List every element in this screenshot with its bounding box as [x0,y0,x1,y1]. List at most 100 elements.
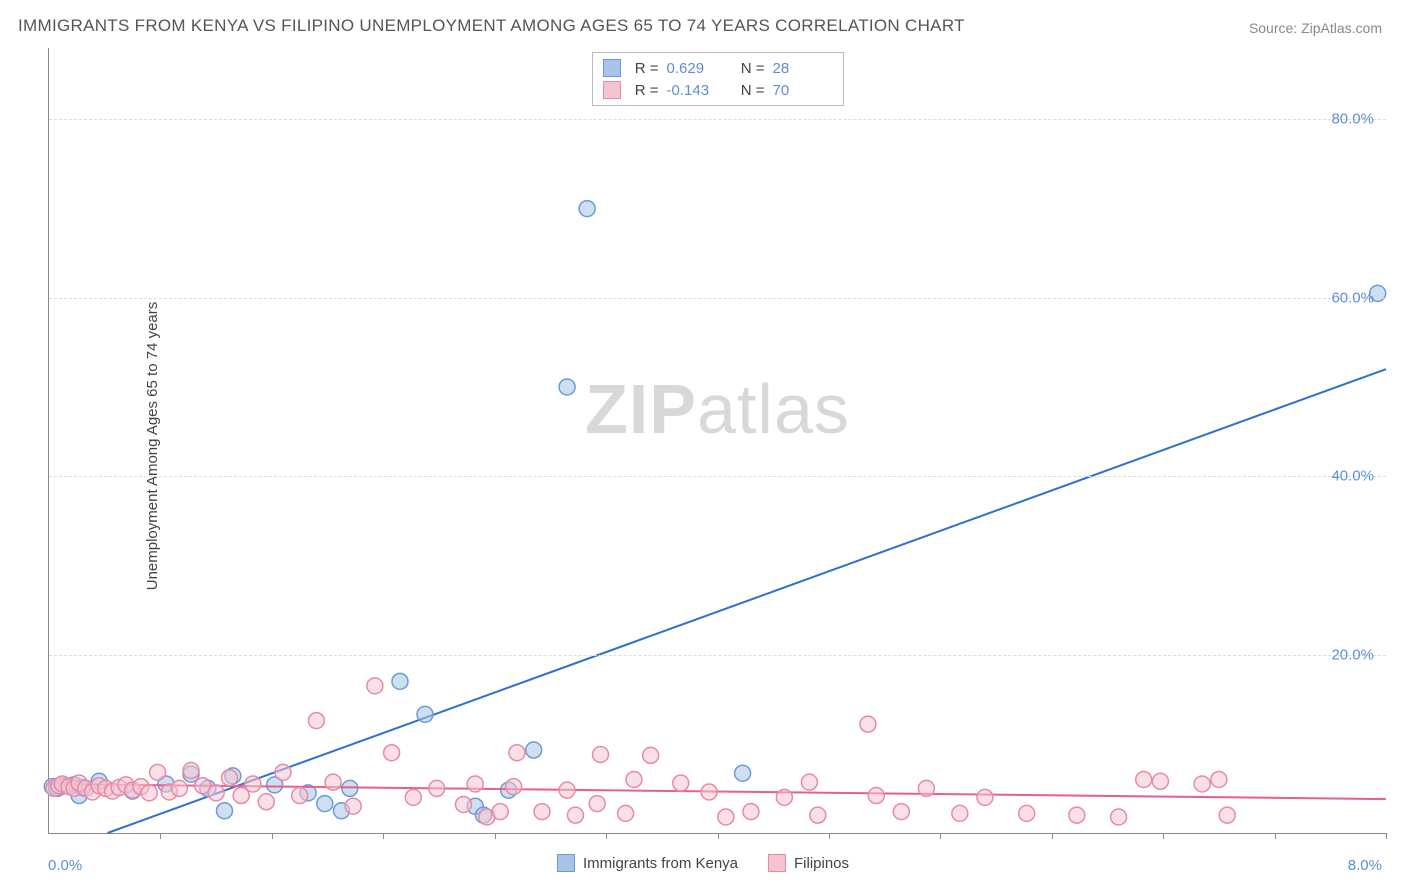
x-tick [829,833,830,839]
stats-legend-box: R =0.629N =28R =-0.143N =70 [592,52,844,106]
stats-n-label: N = [735,82,765,99]
data-point [893,804,909,820]
data-point [171,780,187,796]
data-point [150,764,166,780]
data-point [509,745,525,761]
data-point [455,796,471,812]
data-point [801,774,817,790]
data-point [392,673,408,689]
data-point [559,379,575,395]
data-point [325,774,341,790]
data-point [593,747,609,763]
stats-swatch [603,59,621,77]
data-point [1211,771,1227,787]
y-tick-label: 40.0% [1331,468,1374,485]
data-point [567,807,583,823]
data-point [1194,776,1210,792]
gridline [49,655,1386,656]
y-tick-label: 60.0% [1331,289,1374,306]
data-point [526,742,542,758]
data-point [918,780,934,796]
stats-r-value: 0.629 [667,60,727,77]
data-point [776,789,792,805]
data-point [977,789,993,805]
data-point [405,789,421,805]
data-point [559,782,575,798]
x-axis-max-label: 8.0% [1348,857,1382,874]
data-point [868,788,884,804]
stats-n-value: 70 [773,82,833,99]
data-point [1069,807,1085,823]
legend-item-filipinos: Filipinos [768,854,849,872]
data-point [643,747,659,763]
data-point [417,706,433,722]
data-point [618,805,634,821]
chart-svg [49,48,1386,833]
chart-title: IMMIGRANTS FROM KENYA VS FILIPINO UNEMPL… [18,16,965,36]
data-point [718,809,734,825]
data-point [673,775,689,791]
legend-item-kenya: Immigrants from Kenya [557,854,738,872]
stats-n-label: N = [735,60,765,77]
stats-r-value: -0.143 [667,82,727,99]
x-tick [383,833,384,839]
data-point [429,780,445,796]
data-point [258,794,274,810]
data-point [735,765,751,781]
data-point [292,788,308,804]
data-point [589,796,605,812]
x-tick [1163,833,1164,839]
data-point [467,776,483,792]
x-tick [606,833,607,839]
data-point [1019,805,1035,821]
gridline [49,119,1386,120]
data-point [534,804,550,820]
bottom-legend: Immigrants from Kenya Filipinos [557,854,849,872]
data-point [506,779,522,795]
plot-area: ZIPatlas R =0.629N =28R =-0.143N =70 20.… [48,48,1386,834]
stats-r-label: R = [629,82,659,99]
data-point [1152,773,1168,789]
swatch-filipinos [768,854,786,872]
data-point [1219,807,1235,823]
x-axis-min-label: 0.0% [48,857,82,874]
data-point [216,803,232,819]
x-tick [160,833,161,839]
data-point [317,796,333,812]
gridline [49,298,1386,299]
trend-line [107,369,1386,833]
legend-label-filipinos: Filipinos [794,855,849,872]
stats-row: R = -0.143 N = 70 [603,79,833,101]
data-point [626,771,642,787]
data-point [1136,771,1152,787]
stats-row: R =0.629N =28 [603,57,833,79]
data-point [743,804,759,820]
data-point [367,678,383,694]
data-point [245,776,261,792]
source-label: Source: ZipAtlas.com [1249,20,1382,36]
data-point [183,763,199,779]
data-point [860,716,876,732]
y-tick-label: 80.0% [1331,111,1374,128]
x-tick [1275,833,1276,839]
data-point [141,785,157,801]
data-point [221,770,237,786]
x-tick [718,833,719,839]
data-point [810,807,826,823]
x-tick [272,833,273,839]
stats-swatch [603,81,621,99]
x-tick [940,833,941,839]
swatch-kenya [557,854,575,872]
data-point [952,805,968,821]
data-point [308,713,324,729]
data-point [384,745,400,761]
data-point [208,785,224,801]
data-point [492,804,508,820]
x-tick [495,833,496,839]
legend-label-kenya: Immigrants from Kenya [583,855,738,872]
x-tick [1386,833,1387,839]
x-tick [1052,833,1053,839]
stats-r-label: R = [629,60,659,77]
y-tick-label: 20.0% [1331,646,1374,663]
data-point [579,201,595,217]
